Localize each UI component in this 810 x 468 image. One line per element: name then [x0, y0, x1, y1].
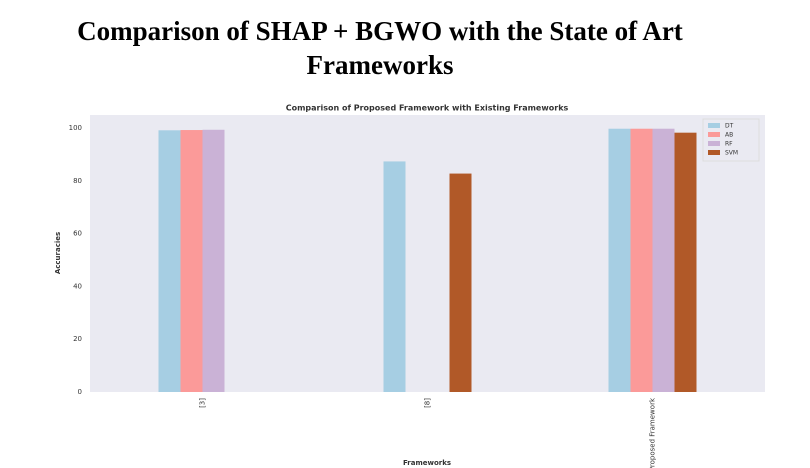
bar: [652, 128, 675, 393]
legend-swatch: [708, 150, 720, 155]
legend-swatch: [708, 132, 720, 137]
legend-label: RF: [725, 141, 733, 148]
bar: [158, 130, 181, 392]
bar: [674, 132, 697, 392]
x-tick-label: [3]: [199, 398, 207, 408]
bar: [630, 128, 653, 393]
legend-label: AB: [725, 132, 733, 139]
x-axis-label: Frameworks: [403, 459, 451, 467]
legend-label: DT: [725, 123, 734, 130]
chart-title: Comparison of Proposed Framework with Ex…: [286, 104, 569, 113]
y-tick-label: 80: [73, 177, 82, 185]
y-tick-label: 0: [78, 388, 82, 396]
bar: [202, 129, 225, 393]
x-tick-label: Proposed Framework: [649, 397, 657, 468]
bar: [608, 128, 631, 393]
bar: [180, 130, 203, 392]
heading: Comparison of SHAP + BGWO with the State…: [77, 16, 683, 80]
y-tick-label: 40: [73, 282, 82, 290]
y-tick-label: 100: [69, 124, 82, 132]
bar: [383, 161, 406, 392]
legend-swatch: [708, 141, 720, 146]
y-tick-label: 20: [73, 335, 82, 343]
y-axis-label: Accuracies: [54, 232, 62, 274]
bar: [449, 173, 472, 392]
y-tick-label: 60: [73, 230, 82, 238]
legend-label: SVM: [725, 150, 738, 157]
x-tick-label: [8]: [424, 398, 432, 408]
legend-swatch: [708, 123, 720, 128]
